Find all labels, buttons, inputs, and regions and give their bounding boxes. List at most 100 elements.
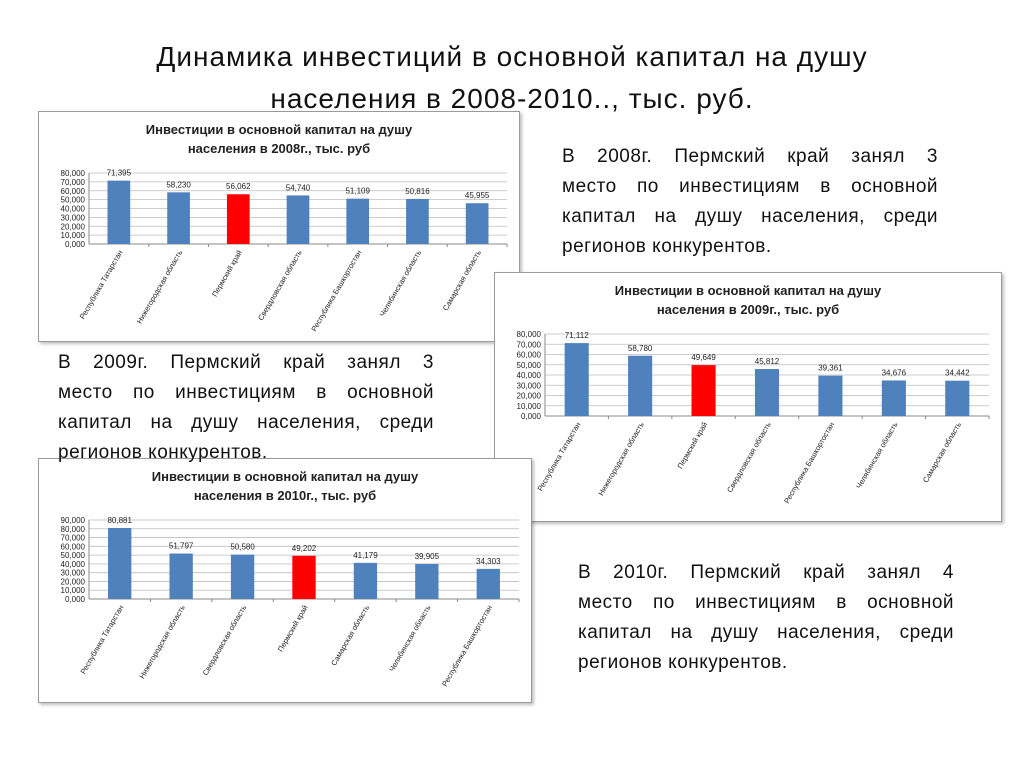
x-tick-label: Республика Башкортостан (309, 249, 363, 333)
y-tick-label: 20,000 (61, 577, 86, 586)
x-tick-label: Республика Татарстан (79, 604, 126, 676)
chart-title-line2: населения в 2008г., тыс. руб (188, 141, 370, 156)
bar (292, 555, 316, 599)
x-tick-label: Челябинская область (854, 420, 899, 490)
bar (353, 562, 378, 599)
x-tick-label: Нижегородская область (137, 603, 187, 680)
y-tick-label: 0,000 (65, 240, 86, 249)
note-2010-line4: регионов конкурентов. (578, 652, 788, 673)
data-label: 71,395 (107, 169, 132, 178)
y-tick-label: 20,000 (517, 392, 542, 401)
note-2010-line2: место по инвестициям в основной (578, 592, 954, 613)
y-tick-label: 80,000 (61, 525, 86, 534)
y-tick-label: 0,000 (521, 412, 542, 421)
data-label: 39,361 (818, 364, 843, 373)
note-2008-line2: место по инвестициям в основной (562, 176, 938, 197)
y-tick-label: 90,000 (61, 516, 86, 525)
chart-title-line1: Инвестиции в основной капитал на душу (152, 469, 419, 484)
chart-svg: Инвестиции в основной капитал на душу нас… (61, 469, 520, 688)
x-tick-label: Самарская область (921, 420, 963, 484)
y-tick-label: 80,000 (517, 330, 542, 339)
data-label: 58,780 (628, 344, 653, 353)
note-2009: В 2009г. Пермский край занял 3 место по … (58, 348, 434, 468)
x-tick-label: Свердловская область (725, 420, 773, 494)
data-label: 49,649 (691, 353, 716, 362)
x-tick-label: Пермский край (675, 421, 709, 471)
data-label: 58,230 (166, 180, 191, 189)
bar (346, 198, 370, 244)
y-tick-label: 50,000 (517, 361, 542, 370)
y-tick-label: 70,000 (61, 178, 86, 187)
note-2010: В 2010г. Пермский край занял 4 место по … (578, 558, 954, 678)
x-tick-label: Пермский край (276, 604, 310, 654)
x-tick-label: Нижегородская область (596, 420, 646, 497)
y-tick-label: 60,000 (61, 187, 86, 196)
bar (107, 180, 131, 244)
data-label: 34,303 (476, 557, 501, 566)
note-2008-line3: капитал на душу населения, среди (562, 206, 938, 227)
y-tick-label: 10,000 (61, 586, 86, 595)
bar (564, 343, 589, 416)
y-tick-label: 30,000 (517, 381, 542, 390)
x-tick-label: Свердловская область (256, 248, 304, 322)
y-tick-label: 60,000 (61, 542, 86, 551)
data-label: 49,202 (292, 544, 317, 553)
y-tick-label: 30,000 (61, 569, 86, 578)
data-label: 50,816 (405, 187, 430, 196)
note-2010-line3: капитал на душу населения, среди (578, 622, 954, 643)
y-tick-label: 20,000 (61, 222, 86, 231)
note-2010-line1: В 2010г. Пермский край занял 4 (578, 562, 954, 583)
bar (230, 554, 255, 599)
x-tick-label: Нижегородская область (135, 248, 185, 325)
note-2009-line4: регионов конкурентов. (58, 442, 268, 463)
chart-2008: Инвестиции в основной капитал на душу нас… (38, 111, 520, 342)
y-tick-label: 50,000 (61, 551, 86, 560)
bar (465, 203, 489, 244)
y-tick-label: 10,000 (517, 402, 542, 411)
y-tick-label: 40,000 (61, 205, 86, 214)
data-label: 45,955 (465, 191, 490, 200)
note-2009-line1: В 2009г. Пермский край занял 3 (58, 352, 434, 373)
bar (406, 198, 429, 244)
data-label: 54,740 (286, 183, 311, 192)
chart-2009: Инвестиции в основной капитал на душу нас… (494, 272, 1002, 522)
x-tick-label: Свердловская область (201, 603, 249, 677)
bar (167, 192, 190, 244)
bar (169, 553, 193, 599)
data-label: 51,797 (169, 542, 194, 551)
chart-title-line1: Инвестиции в основной капитал на душу (615, 283, 882, 298)
x-tick-label: Республика Татарстан (536, 421, 583, 493)
y-tick-label: 80,000 (61, 169, 86, 178)
data-label: 51,109 (345, 187, 370, 196)
data-label: 34,442 (945, 369, 970, 378)
bar (691, 365, 716, 416)
y-tick-label: 40,000 (517, 371, 542, 380)
bar (108, 528, 132, 599)
bar (476, 568, 500, 599)
note-2009-line2: место по инвестициям в основной (58, 382, 434, 403)
x-tick-label: Самарская область (329, 603, 371, 667)
slide-title-line2: населения в 2008-2010.., тыс. руб. (270, 83, 754, 114)
note-2009-line3: капитал на душу населения, среди (58, 412, 434, 433)
note-2008-line1: В 2008г. Пермский край занял 3 (562, 146, 938, 167)
x-tick-label: Республика Башкортостан (782, 421, 836, 505)
x-tick-label: Республика Башкортостан (440, 604, 494, 688)
y-tick-label: 40,000 (61, 560, 86, 569)
y-tick-label: 10,000 (61, 231, 86, 240)
data-label: 39,905 (415, 552, 440, 561)
bar (754, 369, 780, 416)
slide-title: Динамика инвестиций в основной капитал н… (60, 36, 964, 120)
data-label: 41,179 (353, 551, 378, 560)
bar (226, 194, 250, 244)
y-tick-label: 30,000 (61, 213, 86, 222)
y-tick-label: 50,000 (61, 196, 86, 205)
data-label: 56,062 (226, 182, 251, 191)
bar (818, 375, 843, 416)
x-tick-label: Республика Татарстан (78, 249, 125, 321)
slide-title-line1: Динамика инвестиций в основной капитал н… (156, 41, 868, 72)
chart-title-line2: населения в 2009г., тыс. руб (657, 302, 839, 317)
bar (881, 380, 906, 416)
bar (415, 563, 439, 599)
chart-svg: Инвестиции в основной капитал на душу нас… (61, 122, 508, 333)
data-label: 71,112 (565, 331, 589, 340)
